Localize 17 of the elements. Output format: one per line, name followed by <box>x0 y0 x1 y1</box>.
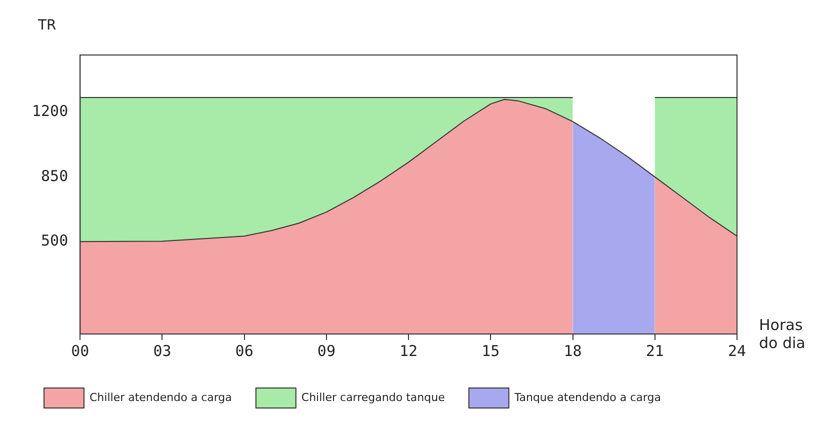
y-axis-title: TR <box>36 18 57 34</box>
x-tick-label: 21 <box>646 342 664 360</box>
legend-label: Chiller atendendo a carga <box>90 390 232 404</box>
x-tick-label: 24 <box>728 342 746 360</box>
x-tick-label: 15 <box>482 342 500 360</box>
y-tick-label: 500 <box>41 232 68 250</box>
x-tick-label: 12 <box>400 342 418 360</box>
x-tick-label: 06 <box>235 342 254 360</box>
legend-label: Tanque atendendo a carga <box>513 390 661 404</box>
x-tick-label: 09 <box>317 342 336 360</box>
x-tick-label: 18 <box>564 342 582 360</box>
x-axis-title: Horas do dia <box>759 316 806 352</box>
x-tick-label: 00 <box>71 342 90 360</box>
y-tick-label: 850 <box>41 166 68 185</box>
x-tick-label: 03 <box>153 342 172 360</box>
y-tick-label: 1200 <box>32 102 68 120</box>
legend-label: Chiller carregando tanque <box>301 390 446 404</box>
